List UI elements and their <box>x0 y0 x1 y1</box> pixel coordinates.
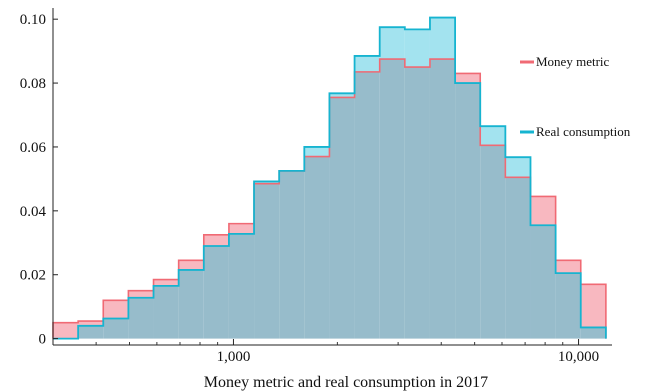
money-metric-bar <box>530 196 556 226</box>
money-metric-bar <box>53 322 79 339</box>
real-consumption-bar <box>429 17 456 60</box>
real-consumption-bar <box>304 146 330 157</box>
money-metric-bar <box>153 279 179 286</box>
y-tick-label: 0.02 <box>20 268 46 284</box>
money-metric-bar <box>203 234 229 246</box>
overlap-bar <box>354 71 380 339</box>
overlap-bar <box>279 170 305 339</box>
real-consumption-bar <box>505 157 531 178</box>
y-tick-label: 0.10 <box>20 12 46 28</box>
overlap-bar <box>530 225 556 339</box>
money-metric-bar <box>78 321 104 326</box>
overlap-bar <box>128 297 154 339</box>
money-metric-bar <box>580 284 606 328</box>
x-tick-label: 10,000 <box>558 349 599 365</box>
y-tick-label: 0 <box>39 332 47 348</box>
money-metric-bar <box>178 260 204 270</box>
legend-entry: Money metric <box>520 54 610 69</box>
overlap-bar <box>228 233 255 339</box>
overlap-bar <box>103 318 129 339</box>
overlap-bar <box>480 145 506 339</box>
real-consumption-bar <box>480 126 506 146</box>
axes: 0 0.02 0.04 0.06 0.08 0.10 1,000 10,000 <box>20 8 612 365</box>
overlap-bar <box>555 273 581 339</box>
legend-entry: Real consumption <box>520 124 631 139</box>
overlap-bar <box>203 245 229 339</box>
overlap-bar <box>78 325 104 339</box>
plot-area <box>52 16 607 340</box>
overlap-bar <box>429 59 456 339</box>
overlap-bar <box>505 177 531 339</box>
real-consumption-bar <box>254 181 280 184</box>
money-metric-bar <box>455 73 481 84</box>
money-metric-bar <box>228 223 255 234</box>
overlap-bar <box>404 67 430 339</box>
money-metric-bar <box>103 300 129 319</box>
real-consumption-bar <box>379 27 405 60</box>
legend: Money metric Real consumption <box>520 54 631 139</box>
overlap-bar <box>580 327 606 339</box>
overlap-bar <box>329 97 355 339</box>
y-tick-label: 0.08 <box>20 76 46 92</box>
money-metric-bar <box>555 260 581 274</box>
overlap-bar <box>304 156 330 339</box>
legend-label: Money metric <box>536 54 610 69</box>
real-consumption-bar <box>354 55 380 72</box>
overlap-bar <box>379 59 405 339</box>
x-axis-title: Money metric and real consumption in 201… <box>204 374 488 391</box>
overlap-bar <box>254 183 280 339</box>
x-tick-label: 1,000 <box>217 349 251 365</box>
overlap-bar <box>455 83 481 339</box>
real-consumption-bar <box>404 29 430 68</box>
y-tick-label: 0.06 <box>20 140 47 156</box>
y-tick-label: 0.04 <box>20 204 47 220</box>
real-consumption-bar <box>329 93 355 98</box>
real-consumption-line <box>53 16 607 340</box>
overlap-bar <box>153 285 179 339</box>
money-metric-bar <box>128 290 154 298</box>
overlap-bar <box>178 269 204 339</box>
legend-label: Real consumption <box>536 124 631 139</box>
